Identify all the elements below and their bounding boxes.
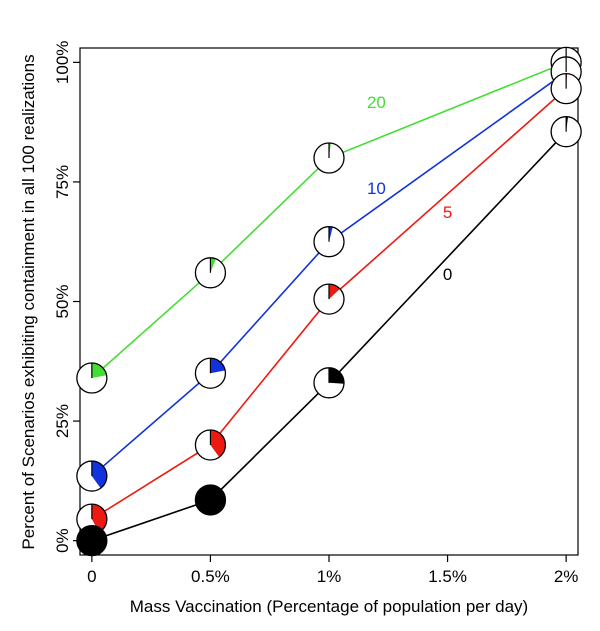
y-tick-label: 25% [53, 404, 72, 438]
x-tick-label: 1% [317, 567, 342, 586]
pie-background [314, 226, 344, 257]
pie-marker-0 [313, 367, 345, 399]
series-line-5 [91, 88, 567, 520]
x-tick-label: 0 [87, 567, 96, 586]
pie-slice [329, 284, 340, 300]
pie-marker-20 [194, 257, 227, 289]
series-line-0 [91, 131, 567, 542]
x-axis: 0 0.5% 1% 1.5% 2% [87, 555, 578, 586]
series-lines [91, 61, 567, 542]
pie-outline [194, 257, 227, 289]
pie-slice [329, 367, 344, 384]
pie-marker-10 [194, 357, 227, 389]
x-axis-title: Mass Vaccination (Percentage of populati… [130, 597, 528, 616]
series-label-20: 20 [367, 93, 386, 112]
x-tick-label: 1.5% [428, 567, 467, 586]
y-tick-label: 50% [53, 284, 72, 318]
pie-slice [210, 429, 226, 458]
pie-outline [313, 226, 345, 258]
pie-outline [194, 484, 227, 516]
pie-outline [550, 116, 582, 148]
series-line-20 [91, 61, 567, 379]
y-tick-label: 75% [53, 165, 72, 199]
y-axis: 0% 25% 50% 75% 100% [53, 41, 80, 553]
pie-slice [91, 504, 107, 533]
pie-marker-20 [313, 142, 345, 174]
pie-marker-10 [76, 460, 108, 492]
pie-outline [550, 73, 582, 105]
pie-slice [91, 461, 107, 489]
y-axis-title: Percent of Scenarios exhibiting containm… [19, 54, 38, 549]
pie-marker-20 [76, 362, 108, 394]
pie-outline [76, 525, 108, 557]
pie-marker-10 [313, 226, 345, 258]
series-labels: 20 10 5 0 [367, 93, 452, 284]
x-tick-label: 0.5% [191, 567, 230, 586]
series-label-0: 0 [443, 265, 452, 284]
series-line-10 [91, 71, 567, 477]
pie-marker-0 [550, 116, 582, 148]
pie-marker-5 [313, 283, 345, 315]
pie-markers [76, 46, 582, 557]
pie-outline [194, 429, 227, 461]
y-tick-label: 0% [53, 528, 72, 553]
pie-marker-0 [194, 484, 227, 516]
pie-outline [76, 460, 108, 492]
pie-slice [210, 358, 226, 374]
pie-outline [313, 142, 345, 174]
pie-slice [210, 257, 216, 273]
y-tick-label: 100% [53, 41, 72, 84]
pie-slice [329, 226, 333, 242]
pie-outline [313, 367, 345, 399]
x-tick-label: 2% [554, 567, 579, 586]
pie-marker-5 [550, 73, 582, 105]
pie-marker-5 [194, 429, 227, 461]
pie-outline [313, 283, 345, 315]
pie-outline [76, 362, 108, 394]
series-label-10: 10 [367, 179, 386, 198]
pie-outline [194, 357, 227, 389]
series-label-5: 5 [443, 203, 452, 222]
pie-marker-5 [76, 503, 108, 535]
pie-slice [91, 363, 107, 379]
pie-marker-0 [76, 525, 108, 557]
